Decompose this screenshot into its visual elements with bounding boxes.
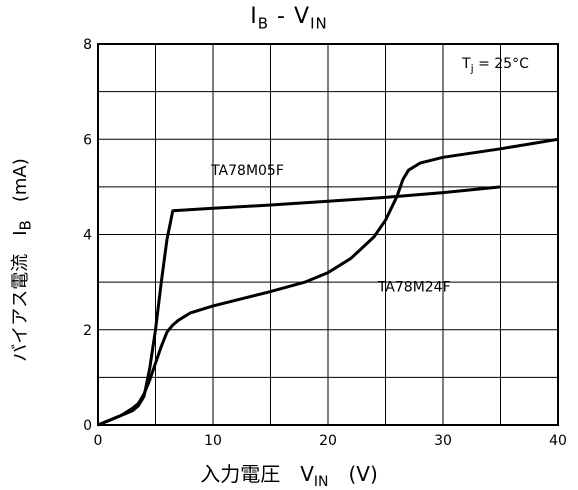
title-ib: I <box>250 4 258 29</box>
x-tick-label: 40 <box>549 433 567 449</box>
series-label-1: TA78M24F <box>377 280 451 296</box>
x-tick-label: 30 <box>434 433 452 449</box>
x-tick-label: 10 <box>204 433 222 449</box>
tj-label: T <box>462 56 471 72</box>
series-label-0: TA78M05F <box>210 163 284 179</box>
y-tick-label: 2 <box>83 323 92 339</box>
x-tick-label: 0 <box>94 433 103 449</box>
x-axis-label: 入力電圧 VIN (V) <box>0 458 578 490</box>
y-tick-label: 0 <box>83 418 92 434</box>
x-axis-label-unit: (V) <box>328 462 378 486</box>
title-vin-sub: IN <box>310 14 328 33</box>
temperature-condition: Tj = 25°C <box>462 56 529 75</box>
tj-sub: j <box>470 61 474 75</box>
y-tick-label: 4 <box>83 228 92 244</box>
plot-frame <box>97 43 559 426</box>
x-axis-label-sub: IN <box>313 474 329 490</box>
title-ib-sub: B <box>257 14 270 33</box>
series-line-0 <box>97 185 501 427</box>
x-tick-label: 20 <box>319 433 337 449</box>
y-tick-label: 6 <box>83 132 92 148</box>
x-axis-label-text: 入力電圧 V <box>200 462 314 486</box>
tj-value: = 25°C <box>473 56 529 72</box>
title-vin: V <box>294 4 311 29</box>
series-line-1 <box>97 137 559 427</box>
y-tick-label: 8 <box>83 37 92 53</box>
title-sep: - <box>269 4 294 29</box>
chart-title: IB - VIN <box>0 4 578 32</box>
